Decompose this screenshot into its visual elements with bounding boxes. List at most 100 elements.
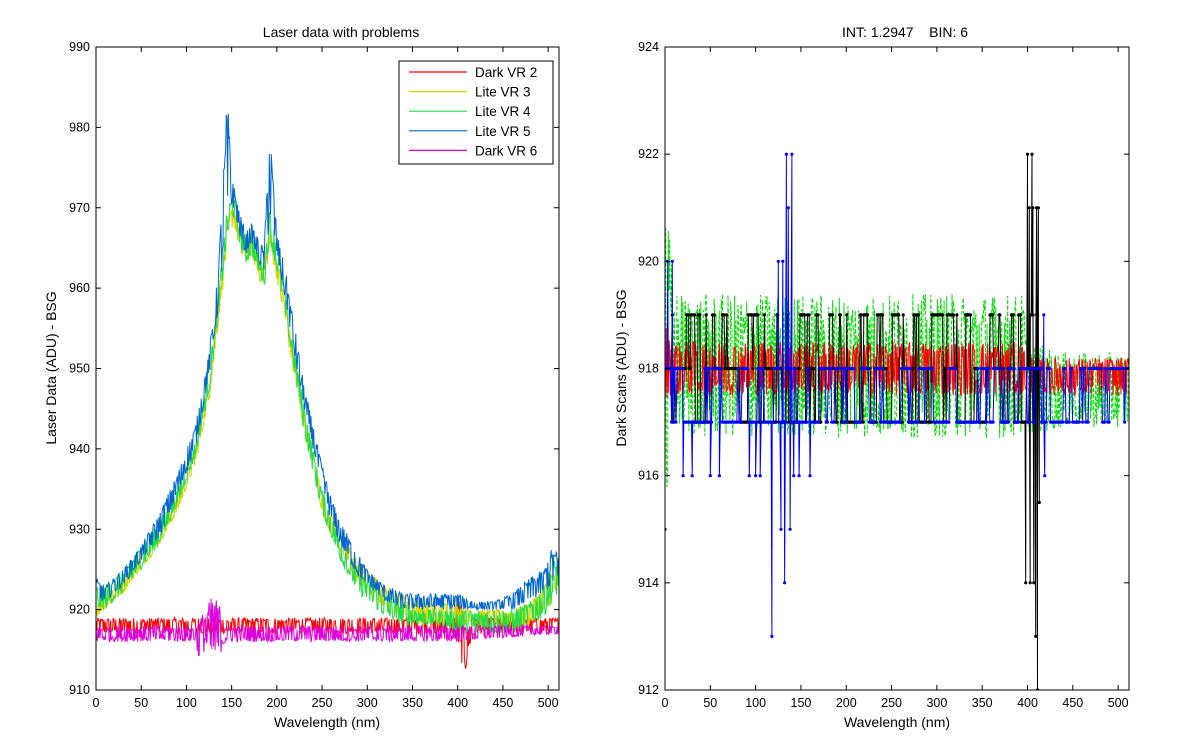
right-series-marker [930,366,935,371]
right-series-marker [998,313,1002,317]
right-series-marker [1032,420,1036,424]
right-series-marker [717,474,722,478]
right-series-marker [735,420,739,424]
left-x-tick-label: 100 [176,696,197,710]
right-series-marker [998,366,1002,371]
right-series-marker [719,366,723,371]
right-x-axis-label: Wavelength (nm) [844,714,950,730]
right-y-tick-label: 916 [638,469,659,483]
left-x-tick-label: 0 [93,696,100,710]
right-series-marker [790,152,794,156]
right-series-marker [984,420,989,424]
right-series-marker [781,259,785,263]
right-series-marker [693,313,697,317]
right-series-marker [788,527,792,531]
right-x-tick-label: 200 [836,696,857,710]
right-series-marker [717,366,721,371]
legend-label: Dark VR 2 [475,65,537,80]
right-series-marker [865,313,870,317]
left-plot-ticks: 0 50 100 150 200 250 300 350 400 450 500 910 920 930 9… [69,40,559,710]
right-series-marker [916,420,920,424]
right-plot-series [665,152,1129,690]
right-series-marker [1121,366,1126,371]
right-plot: INT: 1.2947 BIN: 6 0 50 100 150 200 250 300 350… [613,24,1130,730]
left-plot-title: Laser data with problems [263,24,419,40]
right-series-marker [791,420,795,424]
right-series-marker [736,366,740,371]
right-y-tick-label: 914 [638,576,659,590]
left-y-tick-label: 920 [69,603,90,617]
right-series-marker [845,313,849,317]
left-y-tick-label: 910 [69,683,90,697]
right-x-tick-label: 250 [881,696,902,710]
left-x-tick-label: 400 [447,696,468,710]
right-series-marker [774,420,778,424]
left-y-tick-label: 970 [69,201,90,215]
right-series-marker [783,420,788,424]
right-x-tick-label: 500 [1108,696,1129,710]
right-series-marker [668,366,673,371]
right-series-marker [1067,420,1071,424]
right-series-marker [793,366,798,371]
right-y-tick-label: 912 [638,683,659,697]
right-series-marker [681,366,685,371]
right-series-marker [1034,634,1038,639]
right-series-marker [1086,420,1090,424]
right-series-marker [812,366,816,371]
legend-label: Lite VR 4 [475,104,531,119]
right-y-axis-label: Dark Scans (ADU) - BSG [613,289,629,446]
right-series-marker [1030,152,1034,156]
right-series-marker [1039,366,1043,371]
right-series-marker [829,366,833,371]
left-y-tick-label: 960 [69,281,90,295]
right-series-marker [941,313,945,317]
right-series-marker [1002,366,1006,371]
right-series-marker [1043,474,1047,478]
right-series-marker [1031,313,1035,317]
right-series-marker [1107,420,1111,424]
right-series-marker [1025,152,1030,156]
right-series-marker [908,366,912,371]
right-series-marker [671,420,675,424]
right-series-marker [1123,420,1127,424]
right-series-marker [835,420,839,424]
legend-label: Lite VR 3 [475,85,531,100]
left-series-line [96,208,559,628]
right-series-marker [784,152,789,156]
right-x-tick-label: 50 [703,696,717,710]
left-y-tick-label: 950 [69,362,90,376]
right-series-marker [861,420,865,424]
right-series-marker [951,313,955,317]
right-x-tick-label: 350 [972,696,993,710]
right-series-marker [840,366,844,371]
right-plot-ticks: 0 50 100 150 200 250 300 350 400 450 500 912 914 916 9… [638,40,1129,710]
right-series-marker [923,420,927,424]
right-series-marker [789,366,793,371]
right-series-marker [1047,366,1052,371]
right-series-marker [916,313,921,317]
right-series-marker [686,313,690,317]
right-series-marker [1018,313,1023,317]
right-x-tick-label: 450 [1062,696,1083,710]
right-series-marker [808,474,812,478]
left-series-line [96,598,559,669]
right-series-marker [884,366,888,371]
left-x-axis-label: Wavelength (nm) [274,714,380,730]
right-series-marker [859,313,863,317]
right-series-marker [881,313,885,317]
right-series-marker [1027,206,1031,210]
right-series-marker [725,313,729,317]
right-series-marker [797,366,801,371]
right-series-marker [1083,366,1087,371]
right-series-marker [776,366,780,371]
right-series-marker [1024,366,1028,371]
right-series-marker [807,313,811,317]
right-series-marker [758,474,762,478]
right-series-marker [1103,420,1107,424]
right-series-marker [803,313,807,317]
right-series-marker [858,420,863,424]
right-series-marker [1081,420,1085,424]
right-series-marker [756,313,760,317]
right-series-marker [681,474,685,478]
right-series-marker [704,313,708,317]
